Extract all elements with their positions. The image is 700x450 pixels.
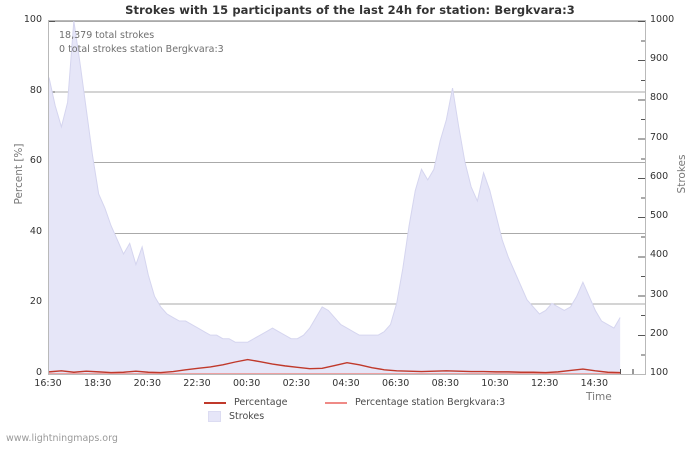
y-axis-left-tick-label: 80 bbox=[29, 84, 42, 96]
x-axis-tick-label: 04:30 bbox=[332, 378, 360, 389]
plot-svg bbox=[49, 21, 645, 374]
legend-item-percentage-station: Percentage station Bergkvara:3 bbox=[325, 396, 505, 409]
strokes-area-edge bbox=[49, 21, 621, 343]
y-axis-right-tick-label: 900 bbox=[650, 53, 669, 65]
annotation-total-strokes: 18,379 total strokes bbox=[59, 30, 155, 41]
strokes-area-series bbox=[49, 21, 621, 374]
x-axis-tick-label: 22:30 bbox=[183, 378, 211, 389]
legend-label-percentage-station: Percentage station Bergkvara:3 bbox=[355, 397, 506, 408]
y-axis-left-tick-label: 0 bbox=[35, 367, 42, 378]
y-axis-left-tick-label: 60 bbox=[29, 155, 42, 167]
percentage-line-series bbox=[49, 358, 621, 374]
x-axis-tick-label: 02:30 bbox=[282, 378, 311, 389]
x-axis-tick-label: 14:30 bbox=[580, 378, 609, 389]
x-axis-tick-label: 16:30 bbox=[34, 378, 62, 389]
x-axis-tick-label: 10:30 bbox=[481, 378, 509, 389]
legend-swatch-percentage-station bbox=[325, 401, 347, 404]
plot-area: 18,379 total strokes 0 total strokes sta… bbox=[48, 20, 646, 375]
legend-label-percentage: Percentage bbox=[234, 397, 288, 408]
legend-label-strokes: Strokes bbox=[229, 411, 265, 422]
legend-swatch-strokes bbox=[208, 411, 221, 422]
footer-credit: www.lightningmaps.org bbox=[6, 433, 118, 444]
x-axis-tick-label: 18:30 bbox=[83, 378, 112, 389]
annotation-station-strokes: 0 total strokes station Bergkvara:3 bbox=[59, 44, 224, 55]
y-axis-right-tick-label: 200 bbox=[650, 327, 669, 339]
y-axis-right-tick-label: 600 bbox=[650, 170, 669, 182]
legend-swatch-percentage bbox=[204, 401, 226, 404]
y-axis-right-tick-label: 500 bbox=[650, 210, 669, 222]
y-axis-right-tick-label: 300 bbox=[650, 288, 669, 300]
x-axis-title: Time bbox=[586, 391, 612, 403]
y-axis-right-tick-label: 800 bbox=[650, 92, 669, 104]
x-axis-tick-label: 12:30 bbox=[530, 378, 559, 389]
x-axis-tick-label: 00:30 bbox=[232, 378, 261, 389]
x-axis-tick-label: 08:30 bbox=[431, 378, 460, 389]
y-axis-right-tick-label: 100 bbox=[650, 367, 669, 378]
y-axis-left-title: Percent [%] bbox=[13, 143, 25, 205]
gridlines bbox=[49, 21, 645, 305]
legend-item-percentage: Percentage bbox=[204, 396, 287, 409]
y-axis-right-tick-label: 400 bbox=[650, 249, 669, 261]
chart-legend: Percentage Percentage station Bergkvara:… bbox=[48, 396, 646, 426]
y-axis-right-tick-label: 700 bbox=[650, 131, 669, 143]
y-axis-right-tick-label: 1000 bbox=[650, 14, 675, 25]
chart-title: Strokes with 15 participants of the last… bbox=[125, 3, 575, 17]
x-axis-tick-label: 06:30 bbox=[381, 378, 410, 389]
x-axis-tick-label: 20:30 bbox=[133, 378, 162, 389]
legend-item-strokes: Strokes bbox=[204, 410, 264, 423]
y-axis-left-tick-label: 40 bbox=[29, 225, 42, 237]
right-axis-ticks bbox=[638, 21, 645, 356]
y-axis-left-tick-label: 20 bbox=[29, 296, 42, 308]
y-axis-left-tick-label: 100 bbox=[23, 14, 42, 25]
